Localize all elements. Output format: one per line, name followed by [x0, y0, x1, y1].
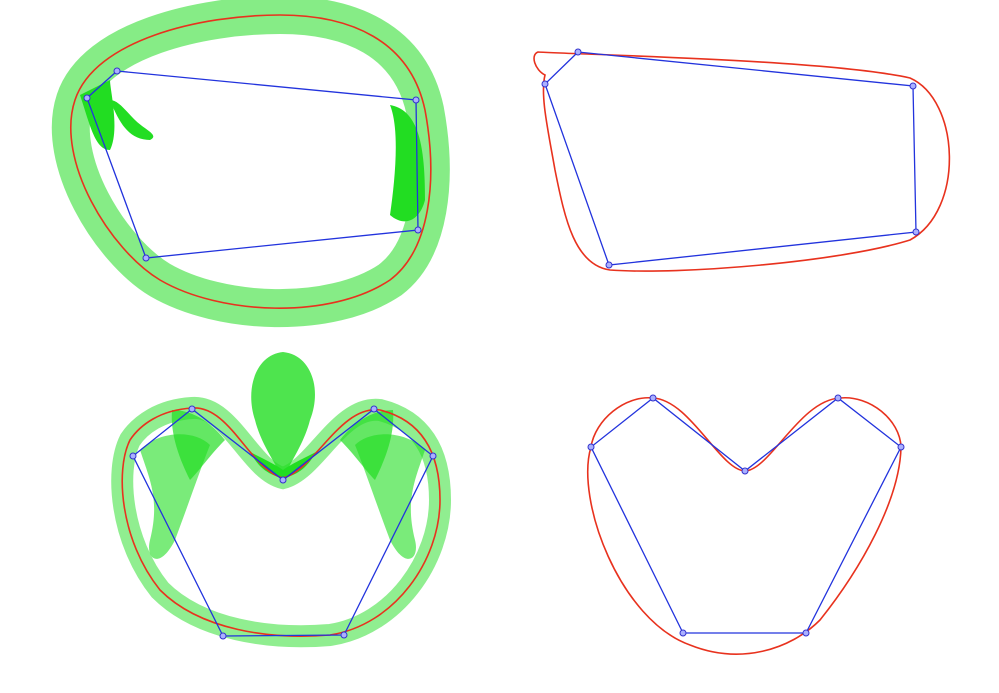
control-point [834, 394, 842, 402]
control-point [129, 452, 137, 460]
control-point [279, 476, 287, 484]
control-point [188, 405, 196, 413]
control-polygon-top-left [86, 70, 419, 259]
control-polygon-top-right [544, 51, 917, 266]
control-point [649, 394, 657, 402]
control-point [113, 67, 121, 75]
control-point [142, 254, 150, 262]
control-polygon-bottom-right [590, 397, 902, 634]
control-point [219, 632, 227, 640]
control-points-top-left [83, 67, 422, 262]
control-point [541, 80, 549, 88]
control-points-bottom-right [587, 394, 905, 637]
control-polygon-bottom-left [132, 408, 434, 637]
control-point [912, 228, 920, 236]
control-point [574, 48, 582, 56]
control-points-bottom-left [129, 405, 437, 640]
control-point [370, 405, 378, 413]
control-point [897, 443, 905, 451]
control-point [340, 631, 348, 639]
control-point [412, 96, 420, 104]
control-point [83, 94, 91, 102]
curve-top-left [70, 14, 432, 309]
control-point [741, 467, 749, 475]
panel-top-left [51, 0, 450, 328]
normals-bottom-left [111, 352, 452, 648]
curve-top-right [533, 51, 951, 272]
control-point [429, 452, 437, 460]
panel-bottom-right [587, 394, 905, 655]
control-point [909, 82, 917, 90]
control-point [605, 261, 613, 269]
control-point [587, 443, 595, 451]
control-point [679, 629, 687, 637]
curve-bottom-left [121, 407, 441, 637]
normals-top-left [51, 0, 450, 328]
curve-bottom-right [587, 397, 902, 655]
control-point [802, 629, 810, 637]
panel-top-right [533, 48, 951, 272]
control-points-top-right [541, 48, 920, 269]
control-point [414, 226, 422, 234]
panel-bottom-left [111, 352, 452, 648]
